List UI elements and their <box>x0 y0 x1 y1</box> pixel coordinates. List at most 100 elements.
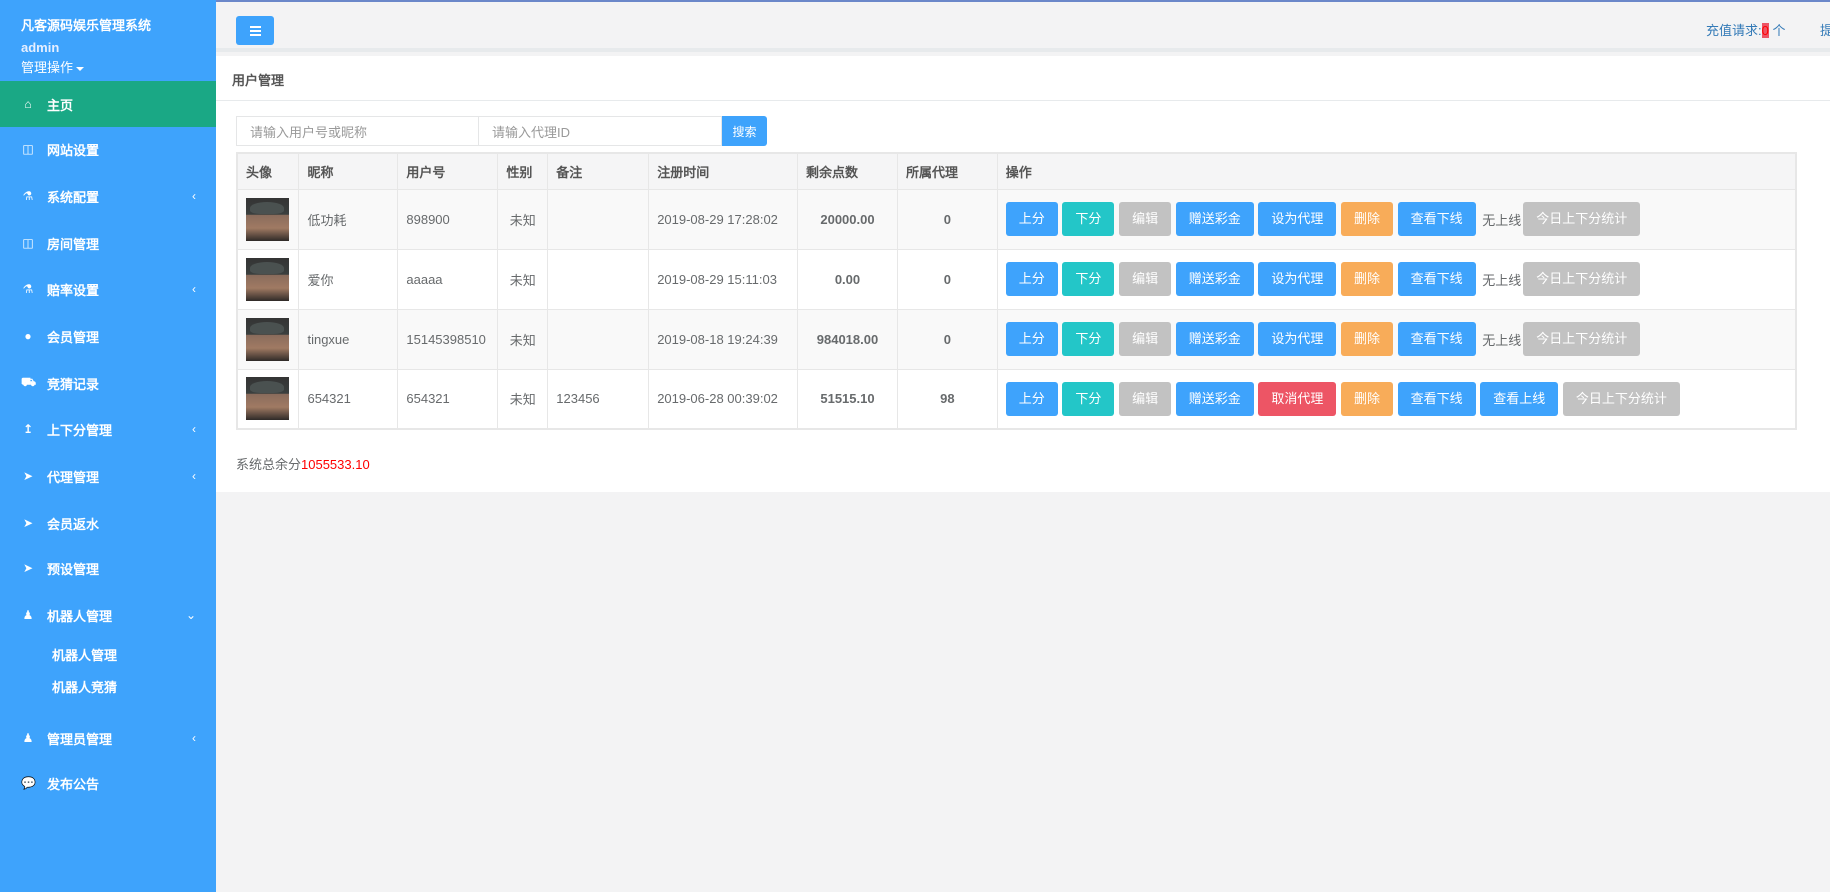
column-header: 头像 <box>236 152 300 190</box>
search-user-input[interactable]: 请输入用户号或昵称 <box>236 116 479 146</box>
edit-button[interactable]: 编辑 <box>1119 202 1172 236</box>
points: 984018.00 <box>797 308 898 370</box>
sidebar: 凡客源码娱乐管理系统 admin 管理操作 ⌂ 主页 ◫ 网站设置 ⚗ 系统配置 ‹ ◫ 房间管… <box>0 0 216 892</box>
deduct-points-button[interactable]: 下分 <box>1062 262 1115 296</box>
chevron-left-icon: ‹ <box>192 469 196 483</box>
view-downline-button[interactable]: 查看下线 <box>1397 322 1476 356</box>
avatar-cell <box>236 188 300 250</box>
delete-button[interactable]: 删除 <box>1340 381 1393 416</box>
add-points-button[interactable]: 上分 <box>1005 381 1058 416</box>
reg-time: 2019-08-29 15:11:03 <box>648 248 799 310</box>
sidebar-item-label: 赔率设置 <box>47 282 100 298</box>
edit-button[interactable]: 编辑 <box>1119 322 1172 356</box>
system-total-balance: 系统总余分1055533.10 <box>236 454 370 473</box>
search-agent-input[interactable]: 请输入代理ID <box>478 116 722 146</box>
gift-bonus-button[interactable]: 赠送彩金 <box>1175 322 1254 356</box>
search-button[interactable]: 搜索 <box>722 116 767 146</box>
column-header: 剩余点数 <box>797 152 898 190</box>
brand-title: 凡客源码娱乐管理系统 <box>21 18 152 33</box>
today-stats-button[interactable]: 今日上下分统计 <box>1523 202 1641 236</box>
sidebar-item-13[interactable]: 💬 发布公告 <box>0 760 216 806</box>
top-header: 充值请求:0 个 提 <box>216 2 1830 52</box>
sidebar-item-3[interactable]: ◫ 房间管理 <box>0 220 216 266</box>
no-upline-text: 无上线 <box>1482 272 1522 288</box>
note <box>547 188 650 250</box>
agent: 0 <box>896 308 998 370</box>
avatar-cell <box>236 248 300 310</box>
recharge-requests-link[interactable]: 充值请求:0 个 <box>1706 20 1785 39</box>
today-stats-button[interactable]: 今日上下分统计 <box>1523 262 1641 296</box>
caret-down-icon <box>76 66 85 71</box>
sidebar-item-9[interactable]: ➤ 会员返水 <box>0 500 216 546</box>
sidebar-item-11[interactable]: ♟ 机器人管理 ⌄ <box>0 592 216 638</box>
sidebar-item-2[interactable]: ⚗ 系统配置 ‹ <box>0 173 216 219</box>
delete-button[interactable]: 删除 <box>1340 322 1393 356</box>
sidebar-item-label: 房间管理 <box>47 236 100 252</box>
gift-bonus-button[interactable]: 赠送彩金 <box>1175 202 1254 236</box>
column-header: 操作 <box>996 152 1797 190</box>
nickname: tingxue <box>298 308 399 370</box>
sidebar-item-label: 代理管理 <box>47 469 100 485</box>
today-stats-button[interactable]: 今日上下分统计 <box>1523 322 1641 356</box>
nickname: 爱你 <box>298 248 399 310</box>
page-title: 用户管理 <box>232 73 285 88</box>
view-downline-button[interactable]: 查看下线 <box>1397 381 1476 416</box>
view-downline-button[interactable]: 查看下线 <box>1397 202 1476 236</box>
columns-icon: ◫ <box>22 142 34 156</box>
sidebar-item-0[interactable]: ⌂ 主页 <box>0 81 216 127</box>
sidebar-item-1[interactable]: ◫ 网站设置 <box>0 126 216 172</box>
chevron-left-icon: ‹ <box>192 731 196 745</box>
note <box>547 248 650 310</box>
deduct-points-button[interactable]: 下分 <box>1062 322 1115 356</box>
set-agent-button[interactable]: 设为代理 <box>1258 202 1337 236</box>
cancel-agent-button[interactable]: 取消代理 <box>1258 381 1337 416</box>
sidebar-item-label: 发布公告 <box>47 776 100 792</box>
username: admin <box>21 40 60 55</box>
sidebar-item-5[interactable]: ● 会员管理 <box>0 313 216 359</box>
user-id: 15145398510 <box>397 308 499 370</box>
view-downline-button[interactable]: 查看下线 <box>1397 262 1476 296</box>
no-upline-text: 无上线 <box>1482 332 1522 348</box>
agent: 0 <box>896 188 998 250</box>
set-agent-button[interactable]: 设为代理 <box>1258 262 1337 296</box>
add-points-button[interactable]: 上分 <box>1005 262 1058 296</box>
paper-plane-icon: ➤ <box>22 469 34 483</box>
edit-button[interactable]: 编辑 <box>1119 262 1172 296</box>
sidebar-item-label: 主页 <box>47 97 74 113</box>
sidebar-subitem-1[interactable]: 机器人竞猜 <box>52 680 118 695</box>
recharge-label: 充值请求: <box>1706 23 1762 38</box>
sidebar-subitem-0[interactable]: 机器人管理 <box>52 648 118 663</box>
sidebar-item-4[interactable]: ⚗ 赔率设置 ‹ <box>0 266 216 312</box>
user-id: 654321 <box>397 368 499 430</box>
sidebar-item-8[interactable]: ➤ 代理管理 ‹ <box>0 453 216 499</box>
agent: 0 <box>896 248 998 310</box>
user-id: aaaaa <box>397 248 499 310</box>
sidebar-item-label: 竞猜记录 <box>47 376 100 392</box>
gift-bonus-button[interactable]: 赠送彩金 <box>1175 262 1254 296</box>
withdraw-requests-link[interactable]: 提 <box>1820 23 1830 38</box>
today-stats-button[interactable]: 今日上下分统计 <box>1562 381 1680 416</box>
user-table: 头像 昵称 用户号 性别 备注 注册时间 剩余点数 所属代理 操作 低功耗 898900 未知 … <box>236 152 1797 430</box>
gift-bonus-button[interactable]: 赠送彩金 <box>1175 381 1254 416</box>
admin-ops-dropdown[interactable]: 管理操作 <box>21 57 85 76</box>
menu-toggle-button[interactable] <box>236 16 274 45</box>
delete-button[interactable]: 删除 <box>1340 202 1393 236</box>
sidebar-item-6[interactable]: ⛟ 竞猜记录 <box>0 360 216 406</box>
add-points-button[interactable]: 上分 <box>1005 322 1058 356</box>
table-row: 654321 654321 未知 123456 2019-06-28 00:39… <box>236 368 1797 430</box>
sidebar-item-10[interactable]: ➤ 预设管理 <box>0 545 216 591</box>
sidebar-item-label: 会员管理 <box>47 329 100 345</box>
agent: 98 <box>896 368 998 430</box>
add-points-button[interactable]: 上分 <box>1005 202 1058 236</box>
set-agent-button[interactable]: 设为代理 <box>1258 322 1337 356</box>
view-upline-button[interactable]: 查看上线 <box>1480 381 1559 416</box>
column-header: 注册时间 <box>648 152 799 190</box>
points: 20000.00 <box>797 188 898 250</box>
deduct-points-button[interactable]: 下分 <box>1062 381 1115 416</box>
deduct-points-button[interactable]: 下分 <box>1062 202 1115 236</box>
sidebar-item-12[interactable]: ♟ 管理员管理 ‹ <box>0 715 216 761</box>
delete-button[interactable]: 删除 <box>1340 262 1393 296</box>
home-icon: ⌂ <box>24 97 32 111</box>
edit-button[interactable]: 编辑 <box>1119 381 1172 416</box>
sidebar-item-7[interactable]: ↥ 上下分管理 ‹ <box>0 406 216 452</box>
